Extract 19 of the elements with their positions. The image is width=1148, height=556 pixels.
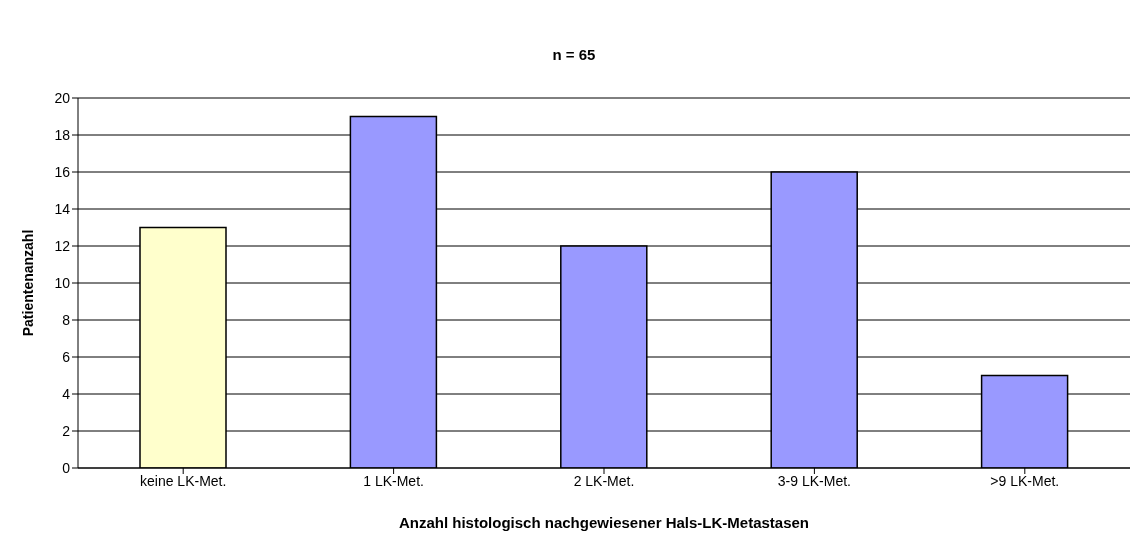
- x-tick-label: 3-9 LK-Met.: [777, 472, 851, 489]
- x-tick-label: 2 LK-Met.: [573, 472, 635, 489]
- y-tick-label: 6: [62, 348, 71, 365]
- x-axis-title: Anzahl histologisch nachgewiesener Hals-LK-Metastasen: [398, 514, 810, 531]
- x-tick-label: keine LK-Met.: [140, 472, 227, 489]
- chart-title: n = 65: [551, 46, 597, 63]
- y-tick-label: 12: [54, 237, 71, 254]
- y-axis-title: Patientenanzahl: [19, 229, 36, 337]
- y-tick-label: 2: [62, 422, 71, 439]
- y-tick-label: 0: [62, 459, 71, 476]
- y-tick-label: 10: [54, 274, 71, 291]
- y-tick-label: 16: [54, 163, 71, 180]
- x-tick-label: 1 LK-Met.: [363, 472, 424, 489]
- y-tick-label: 14: [54, 200, 71, 217]
- y-tick-label: 4: [62, 385, 71, 402]
- y-tick-label: 18: [54, 126, 71, 143]
- x-tick-label: >9 LK-Met.: [990, 472, 1060, 489]
- y-tick-label: 20: [54, 89, 71, 106]
- y-tick-label: 8: [62, 311, 71, 328]
